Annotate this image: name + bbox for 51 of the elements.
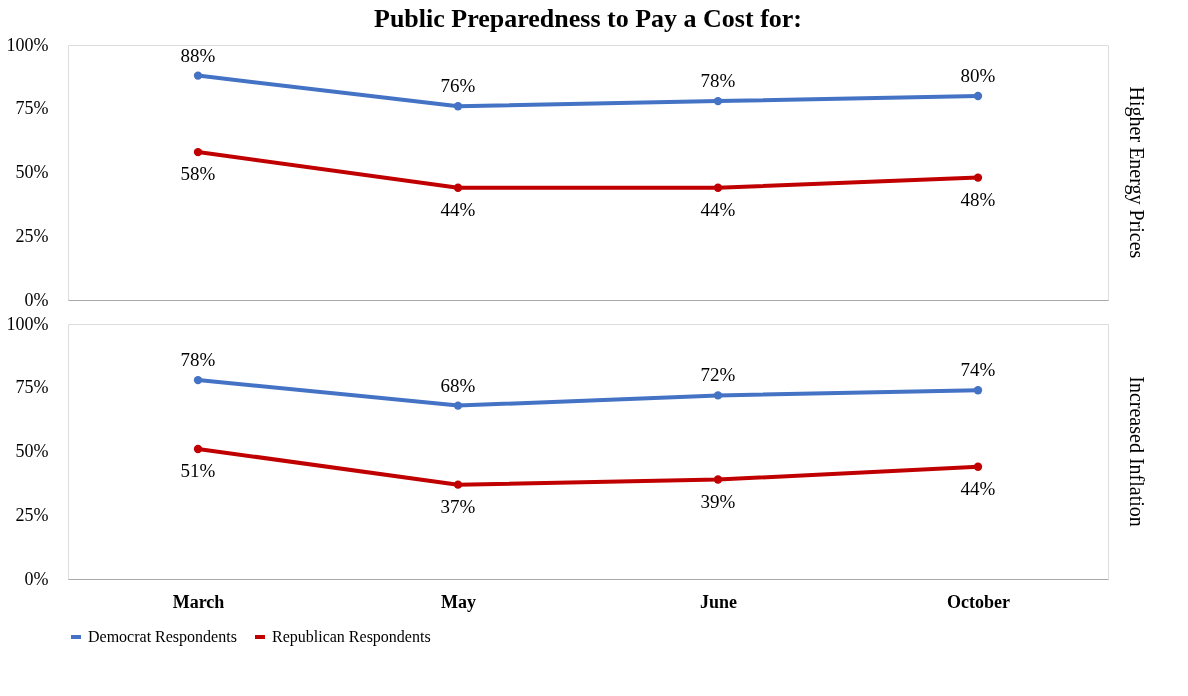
x-tick-label: October xyxy=(947,591,1010,612)
y-tick-label: 100% xyxy=(6,34,49,55)
x-tick-label: May xyxy=(441,591,476,612)
point xyxy=(453,401,463,410)
x-tick-label: June xyxy=(699,591,738,612)
data-label: 48% xyxy=(960,188,996,210)
data-label: 68% xyxy=(440,374,476,396)
y2-axis-title: Increased Inflation xyxy=(1126,376,1148,527)
y-tick-label: 25% xyxy=(15,504,49,525)
data-label: 76% xyxy=(440,75,476,97)
y-tick-label: 100% xyxy=(6,313,49,334)
point xyxy=(193,147,203,157)
point xyxy=(713,475,723,484)
y-tick-label: 75% xyxy=(15,98,49,119)
data-label: 80% xyxy=(960,65,996,86)
data-label: 78% xyxy=(700,70,736,92)
data-label: 58% xyxy=(180,163,216,185)
data-label: 44% xyxy=(960,477,996,499)
data-label: 37% xyxy=(440,495,476,517)
point xyxy=(713,183,723,192)
point xyxy=(193,444,203,454)
point xyxy=(453,183,463,192)
point xyxy=(193,71,203,80)
point xyxy=(973,91,983,101)
data-label: 44% xyxy=(700,198,736,220)
data-label: 44% xyxy=(440,198,476,220)
point xyxy=(453,480,463,489)
point xyxy=(193,375,203,385)
y-tick-label: 50% xyxy=(15,162,49,182)
point xyxy=(973,173,983,182)
legend-label: Republican Respondents xyxy=(272,628,431,646)
y-tick-label: 0% xyxy=(24,289,49,310)
data-label: 78% xyxy=(180,349,216,371)
y2-axis-title: Higher Energy Prices xyxy=(1125,86,1148,259)
point xyxy=(453,102,463,111)
data-label: 39% xyxy=(700,490,736,512)
point xyxy=(713,391,723,400)
y-tick-label: 50% xyxy=(15,441,49,461)
data-label: 74% xyxy=(960,359,996,381)
data-label: 88% xyxy=(180,44,216,66)
point xyxy=(713,96,723,106)
y-tick-label: 25% xyxy=(15,225,49,246)
point xyxy=(973,462,983,471)
y-tick-label: 75% xyxy=(15,377,49,398)
data-label: 51% xyxy=(180,459,216,481)
point xyxy=(973,386,983,395)
data-label: 72% xyxy=(700,364,736,386)
chart-title: Public Preparedness to Pay a Cost for: xyxy=(374,4,802,33)
legend-label: Democrat Respondents xyxy=(88,628,237,646)
y-tick-label: 0% xyxy=(24,568,49,589)
x-tick-label: March xyxy=(172,591,225,612)
